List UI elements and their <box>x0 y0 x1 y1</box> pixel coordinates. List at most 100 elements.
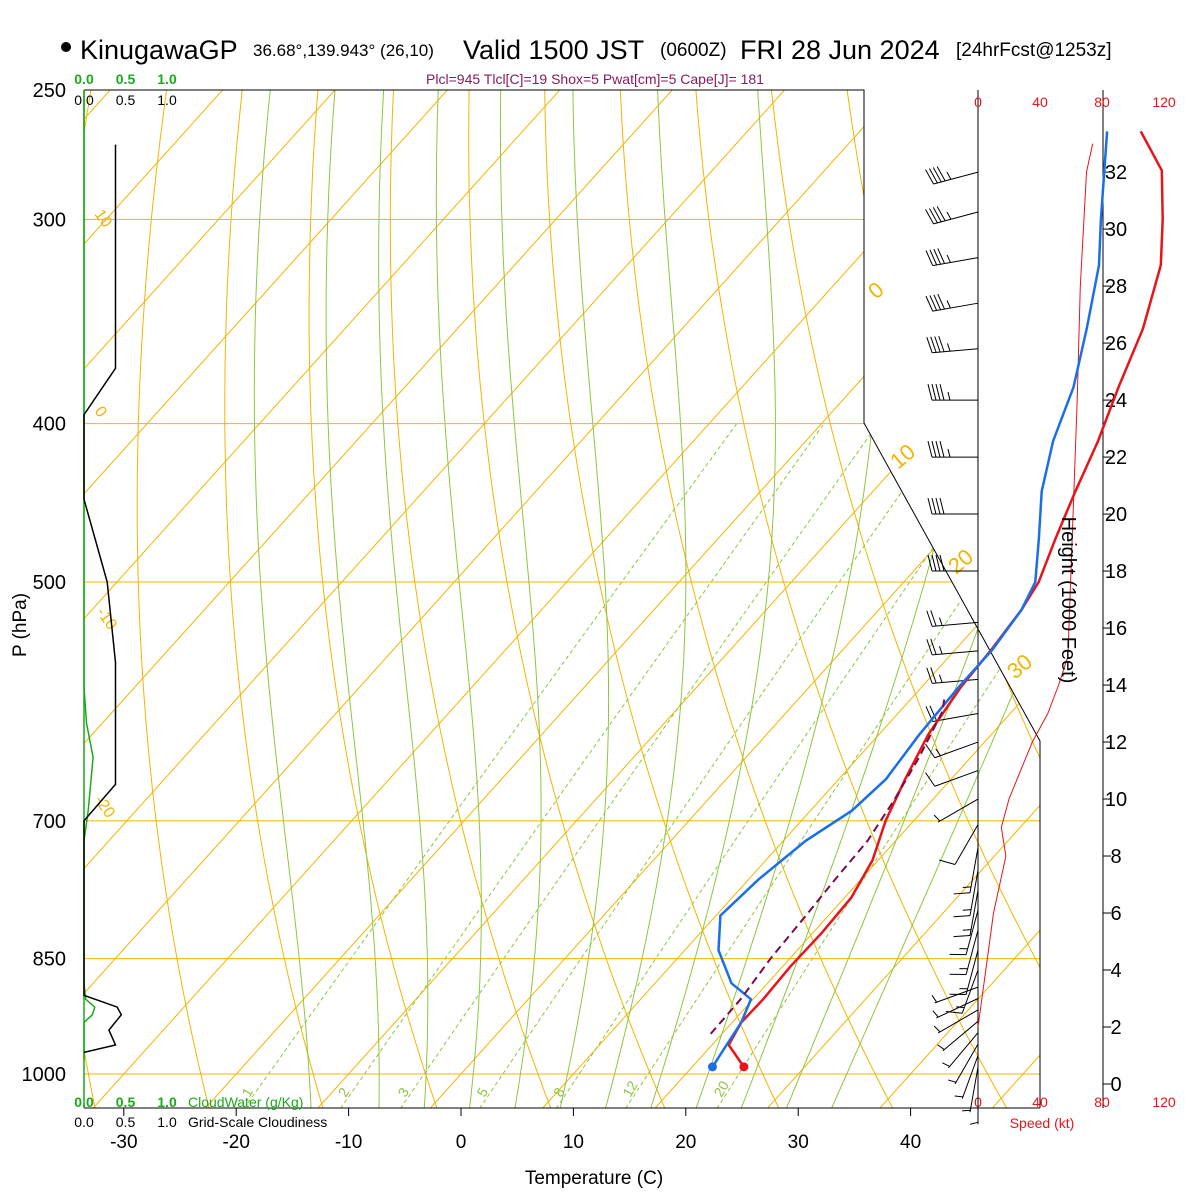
wind-barb-flag <box>927 440 933 458</box>
wind-barb-flag <box>926 337 933 353</box>
wind-barb-flag <box>939 440 945 458</box>
wind-barb-flag <box>927 554 933 572</box>
forecast-info: [24hrFcst@1253z] <box>956 40 1112 61</box>
x-axis-title: Temperature (C) <box>525 1168 663 1189</box>
moist-adiabat <box>253 90 312 1108</box>
wind-barb-flag <box>939 554 945 572</box>
dewpoint-surface-point <box>707 1062 717 1072</box>
wind-barb-flag <box>931 497 937 515</box>
cloud-panel <box>83 90 123 1060</box>
speed-label-top: 0 <box>974 94 982 110</box>
wind-barb <box>936 998 979 1019</box>
wind-barb-flag <box>925 209 935 225</box>
x-tick-label: -20 <box>222 1132 249 1153</box>
speed-label-bottom: 120 <box>1152 1094 1176 1110</box>
cloudiness-axis-top: 1.0 <box>157 92 177 108</box>
dry-adiabat <box>842 90 1040 1108</box>
wind-barb <box>942 1020 979 1052</box>
moist-adiabat <box>603 90 687 1108</box>
dry-adiabat <box>136 90 212 1108</box>
height-tick-label: 16 <box>1105 618 1127 640</box>
station-name: KinugawaGP <box>80 35 238 65</box>
wind-barb-flag <box>929 249 938 266</box>
mixing-ratio-label: 2 <box>335 1085 353 1100</box>
wind-barb-flag <box>928 208 938 224</box>
cloudwater-axis-bottom: 1.0 <box>157 1094 177 1110</box>
wind-barb <box>934 986 979 1004</box>
wind-barb <box>937 798 979 823</box>
wind-barb-flag <box>927 383 933 401</box>
wind-barb-half <box>946 171 952 180</box>
theta-label-right: 10 <box>885 439 920 474</box>
mixing-ratio-line <box>243 423 738 1108</box>
wind-barb-half <box>962 1109 971 1112</box>
pressure-label: 500 <box>33 572 66 594</box>
height-tick-label: 4 <box>1110 960 1121 982</box>
theta-label-right: 30 <box>1002 649 1037 684</box>
wind-barb-flag <box>929 295 938 311</box>
wind-barb-flag <box>931 440 937 458</box>
wind-barb-flag <box>934 336 941 353</box>
isotherm <box>648 90 1040 1108</box>
pressure-label: 300 <box>33 209 66 231</box>
wind-barb-half <box>932 1010 939 1018</box>
wind-barb-flag <box>936 206 946 222</box>
pressure-label: 1000 <box>22 1064 67 1086</box>
wind-barb-flag <box>931 383 937 401</box>
wind-barb-flag <box>926 667 933 684</box>
theta-label-left: 0 <box>91 404 110 421</box>
mixing-ratio-label: 20 <box>710 1078 732 1100</box>
wind-barb-flag <box>937 293 945 310</box>
wind-barb <box>937 1009 979 1034</box>
wind-barb-flag <box>931 554 937 572</box>
wind-barb-flag <box>929 705 938 722</box>
x-tick-label: -30 <box>110 1132 137 1153</box>
dry-adiabat <box>768 90 1040 1108</box>
height-tick-label: 20 <box>1105 504 1127 526</box>
pressure-label: 700 <box>33 811 66 833</box>
parcel-line <box>709 699 946 1035</box>
wind-barb-half <box>942 1062 950 1067</box>
valid-date: FRI 28 Jun 2024 <box>740 35 940 65</box>
moist-adiabat <box>648 90 776 1108</box>
dry-adiabat <box>618 90 897 1108</box>
mixing-ratio-line <box>555 423 1019 1108</box>
wind-barb-half <box>956 1006 965 1009</box>
x-tick-label: -10 <box>335 1132 362 1153</box>
dry-adiabat <box>224 90 326 1108</box>
wind-barb <box>932 621 979 627</box>
moist-adiabat <box>378 90 429 1108</box>
mixing-ratio-label: 5 <box>473 1085 491 1100</box>
wind-barb-flag <box>953 935 971 938</box>
wind-barb-half <box>962 909 972 911</box>
wind-barb-half <box>938 646 943 655</box>
dry-adiabat <box>308 90 440 1108</box>
height-tick-label: 26 <box>1105 333 1127 355</box>
cloudwater-line <box>83 90 96 1060</box>
chart-header: KinugawaGP 36.68°,139.943° (26,10) Valid… <box>61 35 1112 87</box>
wind-barb <box>969 870 979 916</box>
wind-barb-half <box>947 448 951 458</box>
x-tick-label: 30 <box>788 1132 809 1153</box>
wind-barb-half <box>946 211 952 220</box>
wind-barb-flag <box>933 248 942 265</box>
speed-label-top: 80 <box>1094 94 1110 110</box>
speed-label-top: 120 <box>1152 94 1176 110</box>
sounding-series <box>707 130 1164 1072</box>
pressure-label: 250 <box>33 80 66 102</box>
height-tick-label: 22 <box>1105 447 1127 469</box>
cloudiness-axis-bottom: 0.5 <box>116 1114 136 1130</box>
wind-barb-flag <box>953 915 971 918</box>
x-tick-label: 40 <box>900 1132 921 1153</box>
wind-barb-flag <box>927 497 933 515</box>
height-tick-label: 10 <box>1105 789 1127 811</box>
wind-barb-half <box>938 617 943 626</box>
wind-barb <box>965 929 979 975</box>
wind-barb-flag <box>937 248 945 264</box>
mixing-ratio-label: 3 <box>394 1085 412 1100</box>
x-tick-label: 10 <box>563 1132 584 1153</box>
moist-adiabat <box>435 90 482 1108</box>
wind-barb-flag <box>945 1011 963 1014</box>
wind-barb <box>932 678 979 684</box>
wind-barb-flag <box>930 667 937 684</box>
